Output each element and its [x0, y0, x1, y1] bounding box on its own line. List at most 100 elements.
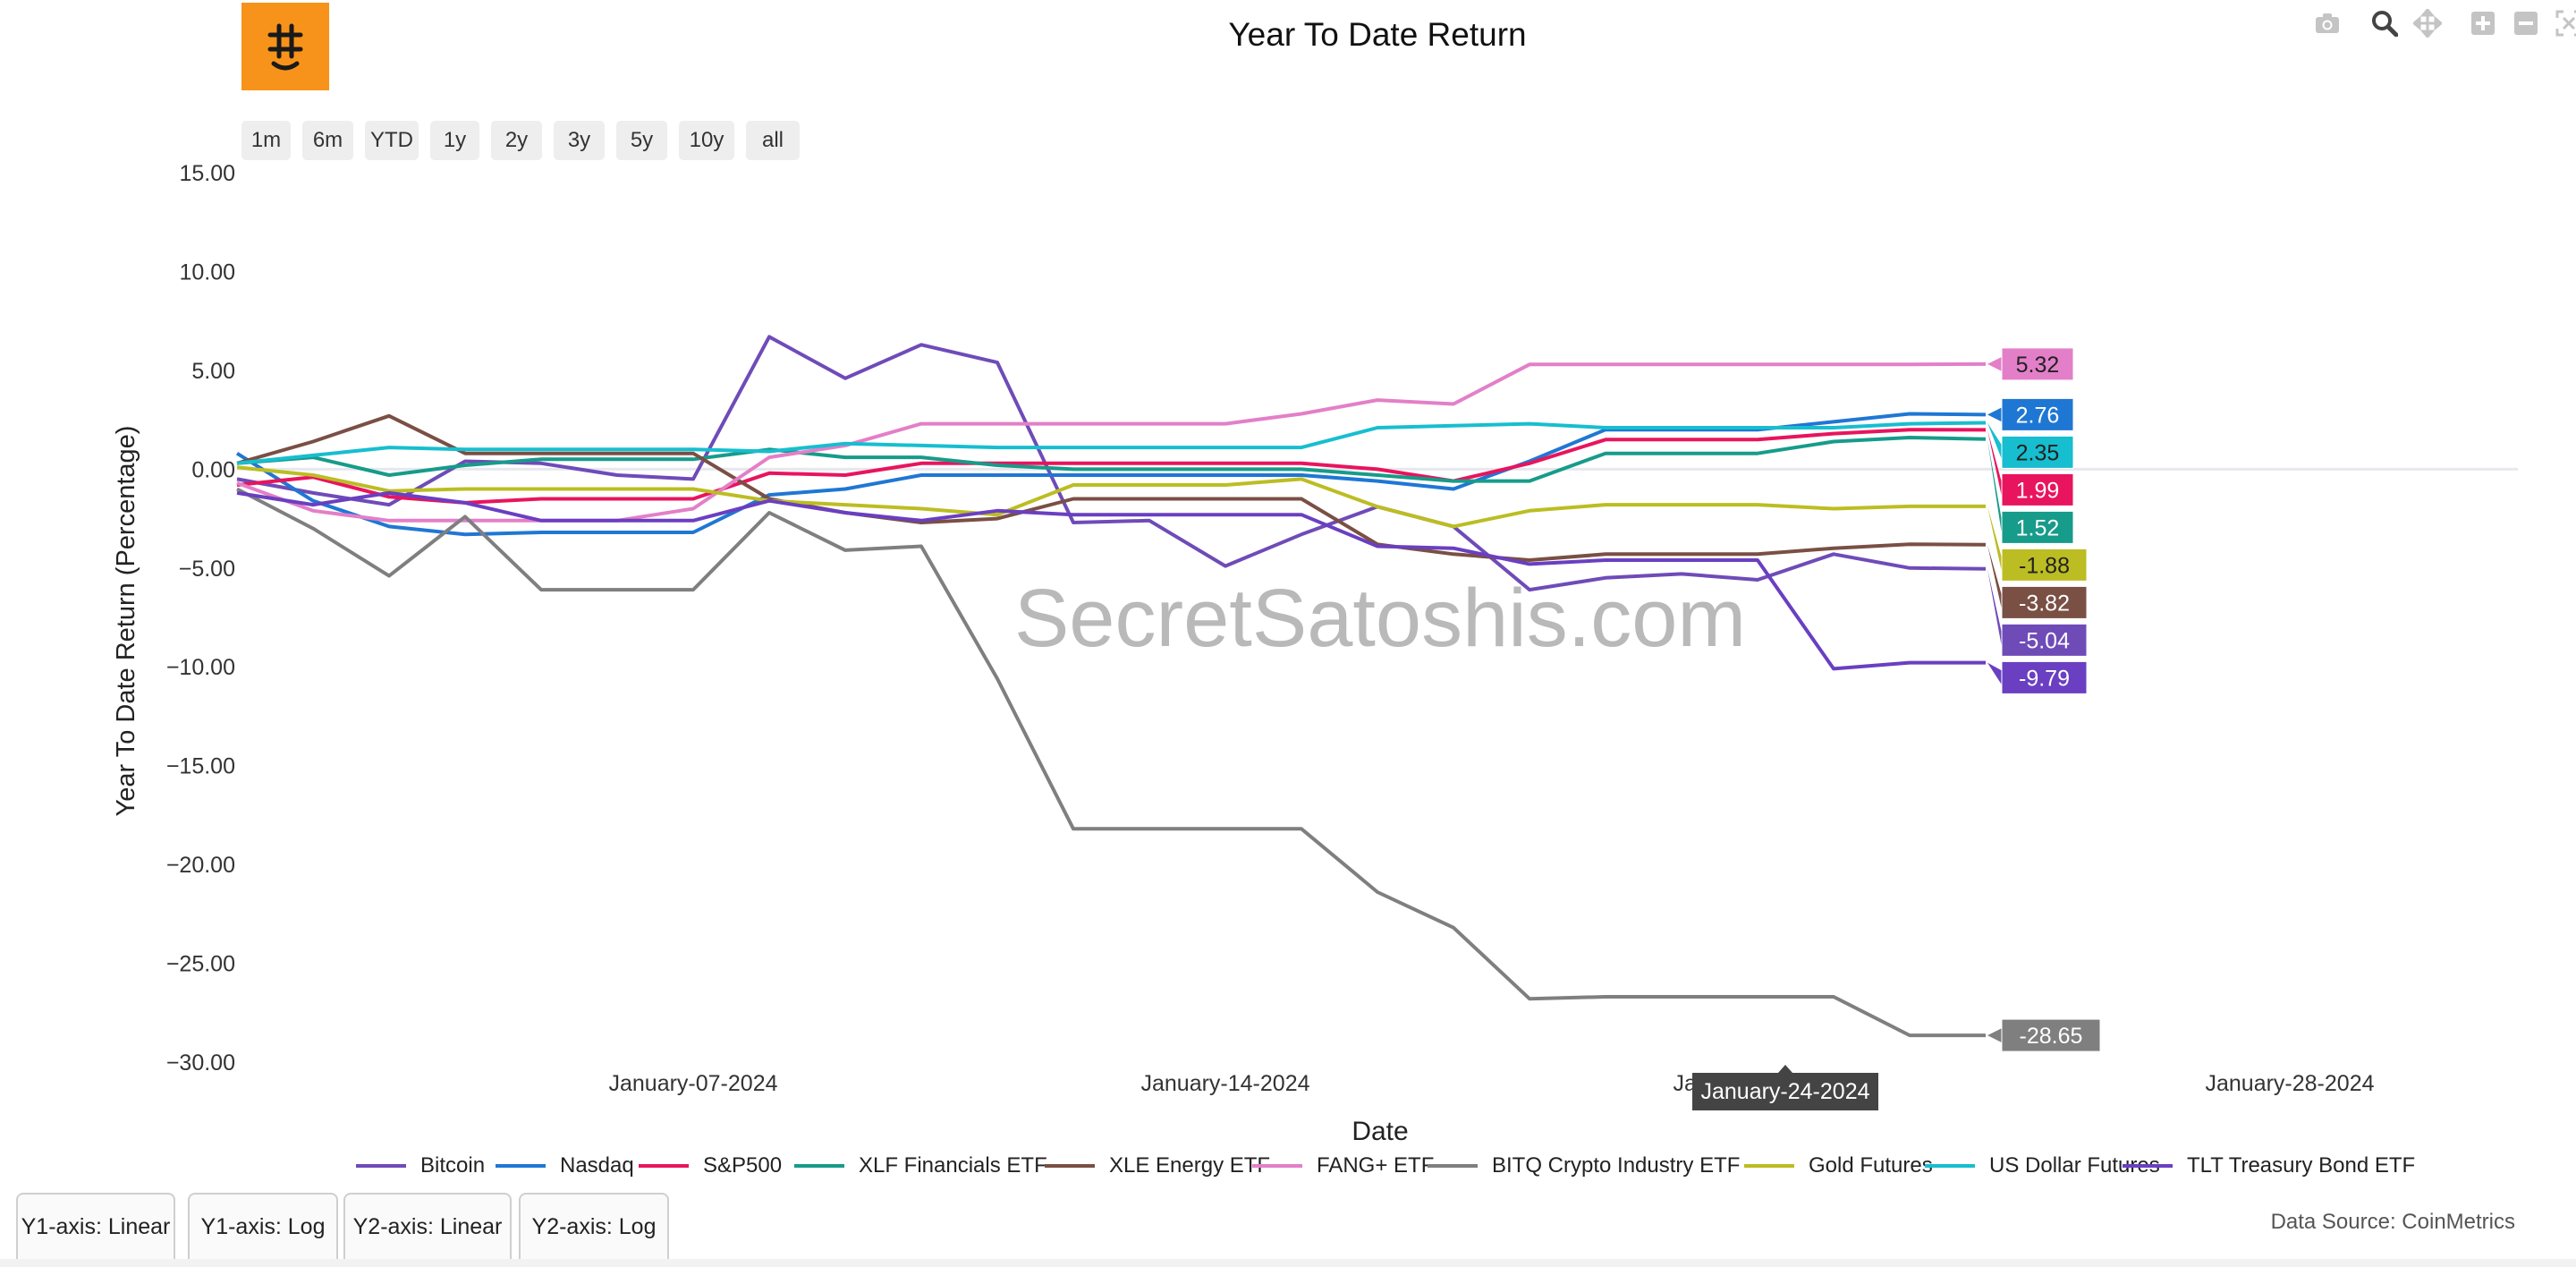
line-chart[interactable]: 15.00 10.00 5.00 0.00 −5.00 −10.00 −15.00 −20.0… [0, 0, 2576, 1154]
end-label-us-dollar-futures: 2.35 [1987, 422, 2074, 469]
y-tick-label: 5.00 [191, 359, 235, 384]
y-tick-label: 15.00 [179, 161, 235, 186]
end-label-pointer [1987, 662, 2002, 685]
end-label-box [2001, 585, 2088, 619]
y-axis-title: Year To Date Return (Percentage) [112, 426, 140, 817]
end-label-bitcoin: -5.04 [1987, 568, 2088, 657]
range-button-2y[interactable]: 2y [491, 121, 542, 160]
end-label-gold-futures: -1.88 [1987, 506, 2088, 582]
series-line-fang-etf[interactable] [236, 361, 1987, 523]
range-button-all[interactable]: all [746, 121, 800, 160]
y2-linear-button[interactable]: Y2-axis: Linear [343, 1193, 512, 1259]
series-line-us-dollar-futures[interactable] [236, 421, 1987, 465]
legend-label: Gold Futures [1809, 1153, 1933, 1178]
autoscale-icon[interactable] [2553, 7, 2576, 39]
chart-title: Year To Date Return [1228, 16, 1527, 53]
end-label-box [2001, 435, 2074, 469]
series-line-xle-energy-etf[interactable] [236, 413, 1987, 562]
series-line-nasdaq[interactable] [235, 412, 1987, 537]
y-tick-label: −5.00 [179, 557, 235, 582]
zoom-icon[interactable] [2368, 7, 2401, 39]
end-label-pointer [1987, 506, 2002, 573]
pan-icon[interactable] [2411, 7, 2444, 39]
end-label-text: 2.35 [2016, 440, 2060, 465]
series-line-bitq-crypto-industry-etf[interactable] [236, 487, 1986, 1038]
legend-swatch [496, 1164, 546, 1168]
logo [242, 3, 329, 90]
y1-linear-button[interactable]: Y1-axis: Linear [16, 1193, 175, 1259]
y2-log-button[interactable]: Y2-axis: Log [519, 1193, 669, 1259]
end-label-pointer [1987, 407, 2002, 422]
legend-item-xlf-financials-etf[interactable]: XLF Financials ETF [794, 1151, 1047, 1181]
end-label-text: -5.04 [2019, 628, 2070, 653]
end-label-xle-energy-etf: -3.82 [1987, 544, 2088, 619]
range-button-1y[interactable]: 1y [430, 121, 479, 160]
bitcoin-smile-icon [267, 23, 303, 71]
legend-swatch [1744, 1164, 1794, 1168]
legend-swatch [639, 1164, 689, 1168]
legend-swatch [1925, 1164, 1975, 1168]
legend-item-s-p500[interactable]: S&P500 [639, 1151, 782, 1181]
end-label-tlt-treasury-bond-etf: -9.79 [1987, 660, 2088, 694]
range-button-3y[interactable]: 3y [554, 121, 605, 160]
legend-item-xle-energy-etf[interactable]: XLE Energy ETF [1045, 1151, 1270, 1181]
legend-label: BITQ Crypto Industry ETF [1492, 1153, 1741, 1178]
y-tick-label: −15.00 [166, 754, 235, 779]
range-button-1m[interactable]: 1m [242, 121, 291, 160]
range-button-5y[interactable]: 5y [616, 121, 667, 160]
zoom-out-icon[interactable] [2510, 7, 2542, 39]
legend-label: XLF Financials ETF [859, 1153, 1047, 1178]
end-label-pointer [1987, 422, 2002, 460]
y-tick-label: 10.00 [179, 260, 235, 285]
end-label-box [2001, 397, 2074, 431]
legend-label: Bitcoin [420, 1153, 486, 1178]
end-label-bitq-crypto-industry-etf: -28.65 [1987, 1018, 2101, 1052]
legend-item-tlt-treasury-bond-etf[interactable]: TLT Treasury Bond ETF [2123, 1151, 2415, 1181]
camera-icon[interactable] [2311, 7, 2343, 39]
legend-label: FANG+ ETF [1317, 1153, 1435, 1178]
end-label-pointer [1987, 356, 2002, 371]
range-button-10y[interactable]: 10y [679, 121, 734, 160]
hover-date-pointer [1778, 1065, 1792, 1073]
x-tick-label: January-14-2024 [1140, 1071, 1309, 1096]
end-label-text: -1.88 [2019, 553, 2070, 578]
end-label-s-p500: 1.99 [1987, 429, 2074, 506]
y-tick-label: −30.00 [166, 1050, 235, 1076]
end-label-pointer [1987, 568, 2002, 648]
series-lines [235, 335, 1987, 1038]
legend-item-nasdaq[interactable]: Nasdaq [496, 1151, 634, 1181]
end-label-box [2001, 660, 2088, 694]
end-label-text: -28.65 [2020, 1024, 2083, 1049]
series-line-s-p500[interactable] [236, 428, 1987, 505]
legend-item-gold-futures[interactable]: Gold Futures [1744, 1151, 1933, 1181]
end-label-pointer [1987, 438, 2002, 535]
end-label-text: -9.79 [2019, 666, 2070, 691]
legend-swatch [356, 1164, 406, 1168]
legend-item-fang-etf[interactable]: FANG+ ETF [1252, 1151, 1434, 1181]
range-button-ytd[interactable]: YTD [365, 121, 419, 160]
end-label-text: 1.52 [2016, 515, 2060, 540]
legend-item-bitcoin[interactable]: Bitcoin [356, 1151, 485, 1181]
series-line-gold-futures[interactable] [236, 465, 1986, 529]
end-label-text: 2.76 [2016, 403, 2060, 428]
hover-date-text: January-24-2024 [1700, 1079, 1869, 1104]
end-value-labels: 5.32 2.76 2.35 1.99 1.52 -1.88 -3.82 -5.04 -9.79… [1987, 347, 2101, 1052]
end-label-box [2001, 548, 2088, 582]
zoom-in-icon[interactable] [2467, 7, 2499, 39]
end-label-pointer [1987, 544, 2002, 610]
range-button-6m[interactable]: 6m [302, 121, 353, 160]
x-axis-ticks: January-07-2024January-14-2024January-21… [608, 1071, 2374, 1096]
y-tick-label: −25.00 [166, 951, 235, 976]
series-line-tlt-treasury-bond-etf[interactable] [236, 490, 1986, 671]
watermark: SecretSatoshis.com [1014, 573, 1746, 664]
end-label-box [2001, 347, 2074, 381]
end-label-fang-etf: 5.32 [1987, 347, 2074, 381]
legend-item-bitq-crypto-industry-etf[interactable]: BITQ Crypto Industry ETF [1428, 1151, 1740, 1181]
series-line-bitcoin[interactable] [236, 335, 1987, 592]
y1-log-button[interactable]: Y1-axis: Log [188, 1193, 338, 1259]
series-line-xlf-financials-etf[interactable] [236, 436, 1987, 483]
legend-swatch [2123, 1164, 2173, 1168]
end-label-text: -3.82 [2019, 591, 2070, 616]
legend-swatch [1045, 1164, 1095, 1168]
end-label-box [2001, 472, 2074, 506]
